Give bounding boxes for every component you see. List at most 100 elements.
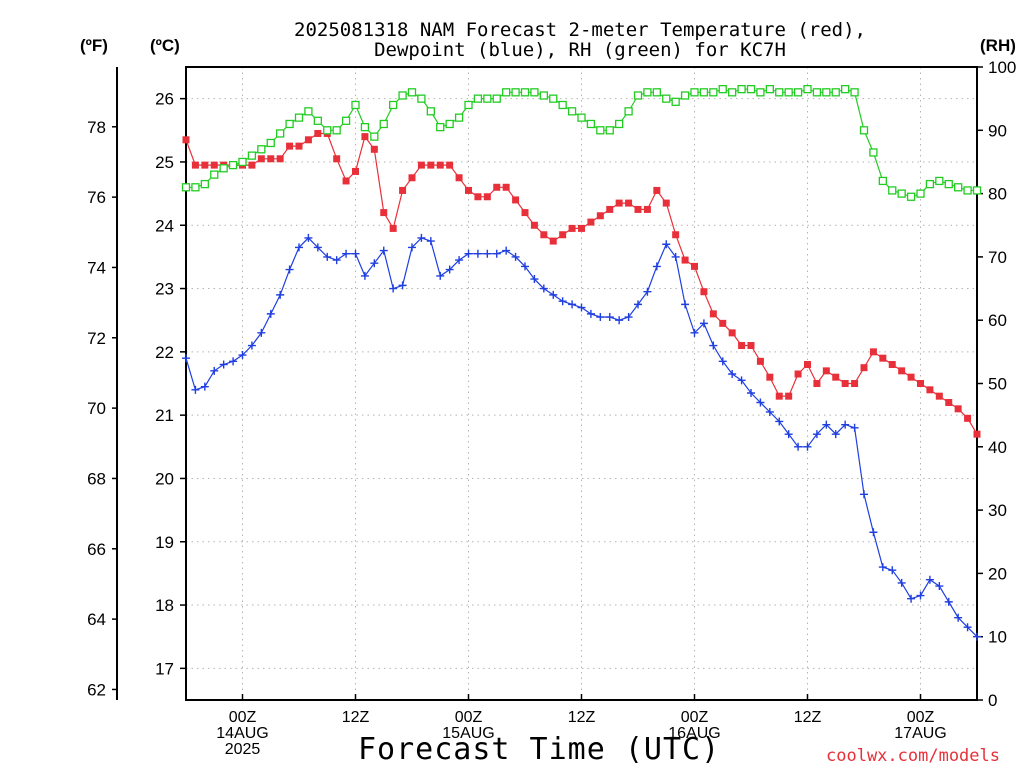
temperature-point [879,354,887,362]
dewpoint-point [841,420,850,429]
dewpoint-point [878,563,887,572]
temperature-point [267,155,275,163]
dewpoint-point [643,287,652,296]
temperature-point [785,392,793,400]
rh-point [454,113,464,122]
dewpoint-point [718,357,727,366]
temperature-point [973,430,981,438]
rh-point [793,88,803,97]
temperature-point [559,231,567,239]
dewpoint-point [596,313,605,322]
credit-link[interactable]: coolwx.com/models [826,746,1000,766]
rh-tick-label: 40 [988,438,1007,457]
series-rh [181,85,982,201]
rh-point [549,94,558,103]
temperature-point [625,199,633,207]
dewpoint-point [200,382,209,391]
dewpoint-point [784,430,793,439]
rh-point [615,119,624,129]
dewpoint-point [417,233,426,242]
temperature-point [399,186,407,194]
series-dewpoint [182,233,981,641]
rh-point [728,88,737,97]
dewpoint-point [530,275,539,284]
temperature-point [446,161,454,169]
rh-point [775,88,784,97]
temperature-point [304,136,312,144]
temperature-point [380,209,388,217]
temperature-point [352,167,359,175]
rh-point [360,122,370,132]
dewpoint-point [681,300,690,309]
dewpoint-point [473,249,482,258]
series-layer [181,85,982,641]
temperature-point [361,133,369,141]
dewpoint-point [455,256,464,265]
temperature-point [587,218,595,226]
temperature-point [700,288,708,296]
dewpoint-point [426,237,435,246]
temperature-point [465,186,472,194]
x-tick-label: 00Z [455,709,483,726]
temperature-point [512,196,520,204]
rh-tick-label: 60 [988,311,1007,330]
dewpoint-point [323,252,332,261]
rh-point [643,88,652,97]
rh-point [473,94,483,103]
dewpoint-point [266,309,275,318]
rh-tick-label: 90 [988,121,1007,140]
dewpoint-point [615,316,624,325]
temperature-point [832,373,840,381]
rh-point [831,88,840,97]
dewpoint-point [634,300,642,309]
temperature-point [596,212,604,220]
rh-point [803,85,812,94]
chart-axes: 17 18 19 20 21 22 23 24 25 26 62 64 66 68 70 72 74 76 78 0 1… [87,58,1016,758]
dewpoint-point [925,575,934,584]
fahrenheit-tick-label: 64 [87,610,106,629]
temperature-point [295,142,303,150]
temperature-point [314,129,322,137]
rh-point [389,100,398,110]
rh-point [257,145,266,154]
temperature-point [926,386,934,394]
rh-point [954,183,963,192]
dewpoint-point [257,328,266,337]
rh-point [680,91,690,100]
x-tick-label: 16AUG [668,725,720,742]
dewpoint-point [436,271,445,280]
fahrenheit-tick-label: 78 [87,118,106,137]
temperature-point [389,224,397,232]
rh-point [313,116,322,125]
rh-tick-label: 50 [988,375,1007,394]
temperature-point [728,329,736,337]
rh-point [897,189,906,198]
temperature-point [662,199,670,207]
fahrenheit-tick-label: 74 [87,258,106,277]
temperature-point [691,262,698,270]
dewpoint-point [652,262,661,271]
celsius-unit-label: (ºC) [150,36,180,55]
dewpoint-point [483,249,492,258]
temperature-point [201,161,209,169]
dewpoint-point [313,243,322,252]
celsius-tick-label: 18 [155,596,174,615]
temperature-point [822,367,830,375]
temperature-point [257,155,265,163]
dewpoint-point [549,290,558,299]
rh-point [379,119,388,129]
temperature-point [578,224,585,232]
fahrenheit-tick-label: 72 [87,329,106,348]
rh-point [624,107,633,116]
rh-point [746,85,756,94]
dewpoint-point [502,246,511,255]
rh-point [822,88,831,97]
rh-point [765,85,774,94]
dewpoint-point [728,370,737,379]
dewpoint-point [568,300,577,309]
temperature-point [841,380,849,387]
rh-point [323,126,332,135]
rh-point [181,183,191,192]
dewpoint-point [954,613,963,622]
